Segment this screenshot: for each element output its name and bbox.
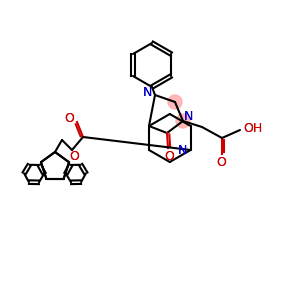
Circle shape xyxy=(176,114,190,128)
Text: O: O xyxy=(64,112,74,125)
Text: OH: OH xyxy=(243,122,262,134)
Text: N: N xyxy=(178,143,187,157)
Text: N: N xyxy=(178,143,187,157)
Text: N: N xyxy=(142,86,152,100)
Text: N: N xyxy=(142,86,152,100)
Text: O: O xyxy=(164,149,174,163)
Text: O: O xyxy=(64,112,74,125)
Text: O: O xyxy=(69,151,79,164)
Text: N: N xyxy=(183,110,193,124)
Text: O: O xyxy=(164,149,174,163)
Text: O: O xyxy=(69,151,79,164)
Text: N: N xyxy=(183,110,193,124)
Circle shape xyxy=(168,95,182,109)
Text: OH: OH xyxy=(243,122,262,134)
Text: O: O xyxy=(216,155,226,169)
Text: O: O xyxy=(216,155,226,169)
